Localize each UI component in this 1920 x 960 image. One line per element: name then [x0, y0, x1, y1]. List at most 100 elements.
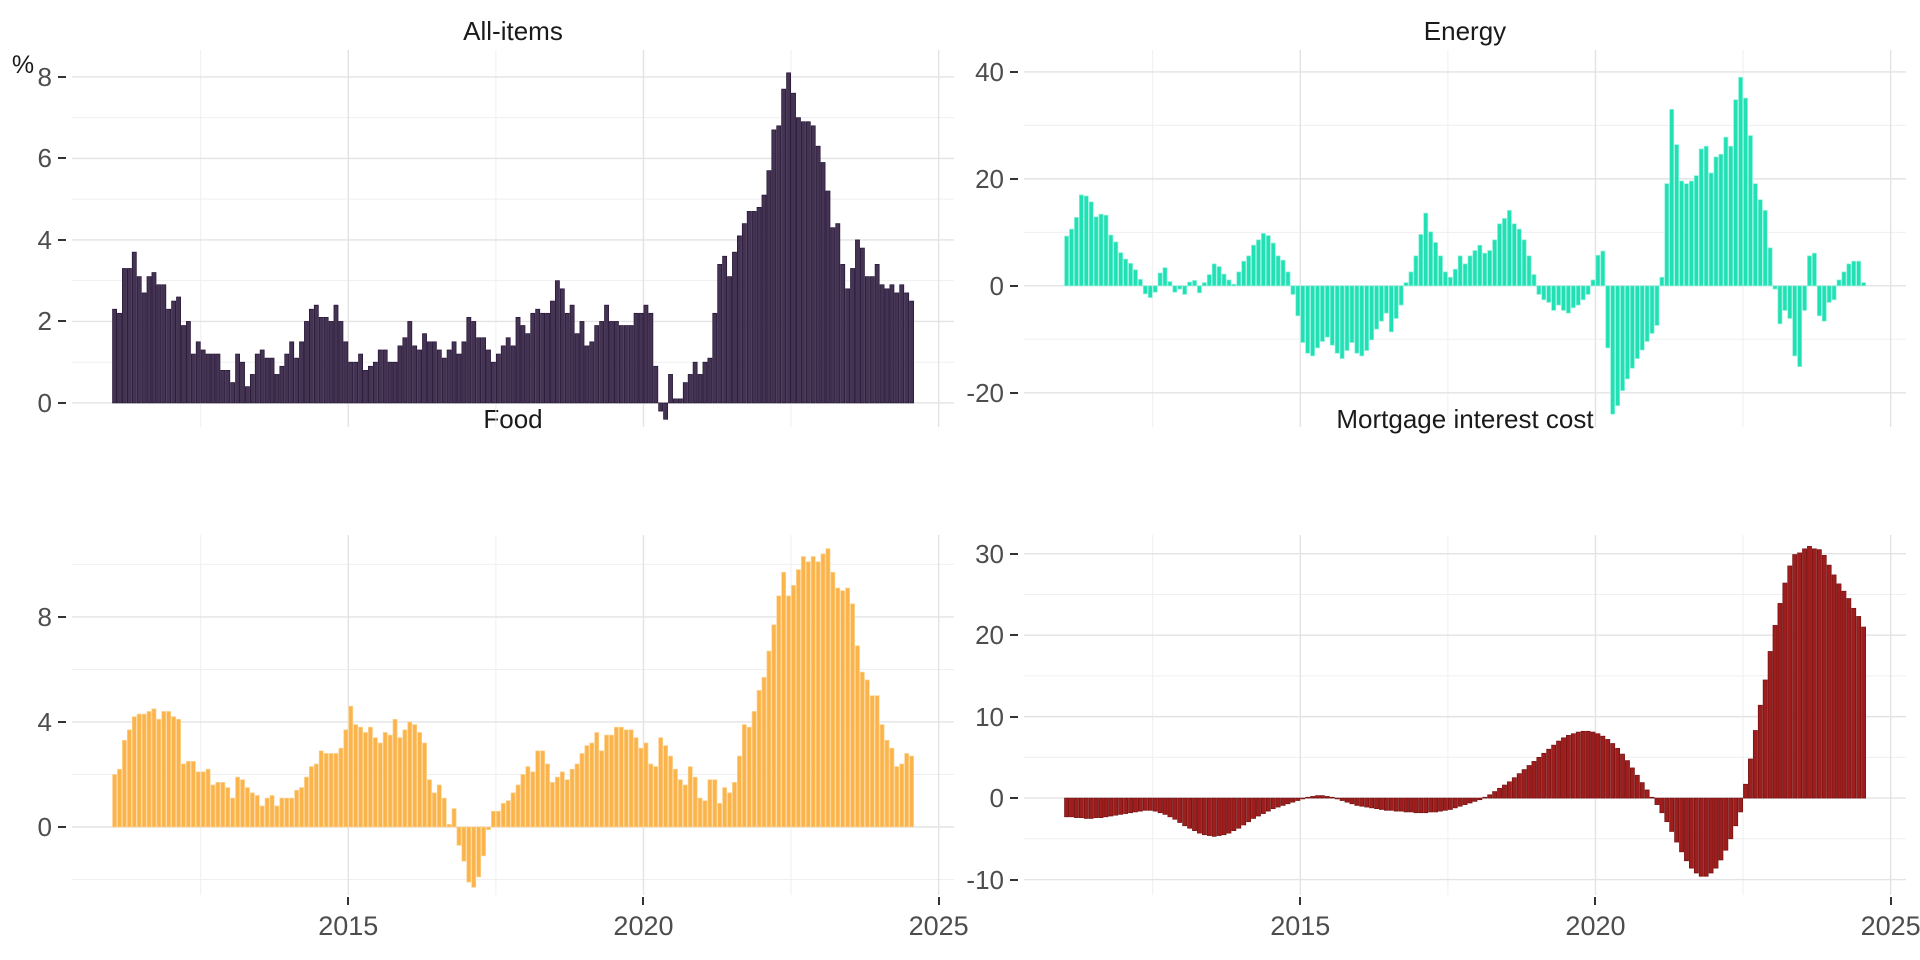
bar	[766, 170, 772, 404]
bar	[1831, 574, 1837, 799]
bar	[1167, 797, 1173, 818]
bar	[1310, 796, 1315, 799]
bar	[1383, 797, 1389, 811]
bar	[466, 826, 472, 883]
bar	[1506, 781, 1512, 799]
bar	[1600, 735, 1606, 799]
bar	[594, 325, 600, 404]
bar	[1472, 250, 1478, 287]
bar	[1285, 797, 1291, 805]
bar	[633, 737, 639, 828]
bar	[1206, 274, 1212, 287]
bar	[1861, 282, 1866, 287]
bar	[141, 713, 147, 828]
bar	[1570, 285, 1576, 309]
bar	[1502, 784, 1507, 799]
y-tick-label: 8	[37, 61, 52, 92]
x-axis-tick	[1889, 897, 1892, 905]
bar	[505, 800, 511, 828]
bar	[1777, 285, 1783, 325]
bar	[1772, 625, 1778, 799]
y-axis-tick	[58, 401, 66, 404]
bar	[1162, 797, 1168, 815]
bar	[338, 747, 344, 828]
bar	[166, 711, 172, 828]
bar	[909, 755, 914, 828]
bar	[717, 264, 723, 404]
bar	[1462, 263, 1468, 287]
bar	[574, 763, 580, 828]
bar	[377, 742, 383, 828]
bar	[1098, 797, 1104, 818]
bar	[372, 737, 378, 828]
bar	[835, 223, 841, 404]
bar	[1472, 797, 1478, 802]
bar	[500, 803, 506, 828]
bar	[1438, 797, 1443, 812]
bar	[387, 734, 393, 828]
bar	[1506, 210, 1512, 287]
y-axis-tick	[1010, 878, 1018, 881]
bar	[1251, 797, 1256, 819]
bar	[1324, 285, 1330, 338]
bar	[1856, 616, 1862, 799]
bar	[820, 162, 826, 404]
bar	[658, 402, 664, 412]
bar	[1137, 279, 1143, 287]
y-tick-label: 10	[975, 701, 1004, 732]
bar	[564, 779, 570, 828]
bar	[1738, 76, 1743, 287]
bar	[220, 370, 226, 404]
bar	[1118, 797, 1124, 815]
bar	[643, 742, 649, 828]
bar	[1644, 789, 1650, 799]
bar	[407, 321, 413, 404]
bar	[471, 321, 477, 404]
bar	[741, 724, 747, 828]
bar	[1816, 549, 1822, 799]
bar	[1546, 285, 1552, 303]
bar	[1551, 744, 1557, 799]
bar	[1654, 285, 1660, 326]
bar	[1315, 285, 1320, 349]
bar	[1821, 555, 1827, 799]
bar	[1226, 797, 1232, 834]
bar	[540, 312, 546, 404]
bar	[1379, 285, 1384, 322]
bar	[628, 325, 634, 404]
bar	[1536, 757, 1542, 799]
bar	[1447, 276, 1453, 287]
bar	[259, 805, 265, 828]
bar	[185, 761, 191, 828]
bar	[1083, 195, 1089, 287]
bar	[343, 341, 349, 404]
bar	[589, 742, 595, 828]
bar	[884, 288, 890, 404]
bar	[540, 750, 546, 828]
bar	[1492, 791, 1498, 799]
bar	[200, 771, 206, 828]
bar	[1826, 285, 1832, 303]
bar	[1078, 797, 1084, 818]
bar	[1428, 797, 1434, 813]
bar	[1147, 797, 1153, 811]
bar	[1664, 183, 1670, 287]
bar	[692, 361, 698, 404]
x-axis-tick	[642, 897, 645, 905]
bar	[1551, 285, 1557, 311]
y-axis-tick	[1010, 391, 1018, 394]
bar	[1280, 797, 1286, 806]
bar	[1182, 285, 1188, 295]
y-tick-label: 20	[975, 620, 1004, 651]
bar	[1546, 748, 1552, 799]
bar	[1152, 285, 1158, 293]
bar	[663, 745, 669, 828]
bar	[628, 729, 634, 828]
bar	[889, 747, 895, 828]
bar	[1674, 797, 1680, 843]
y-tick-label: -20	[966, 377, 1004, 408]
bar	[1177, 797, 1183, 823]
bar	[1393, 285, 1399, 319]
y-axis-tick	[1010, 70, 1018, 73]
bar	[1846, 598, 1852, 799]
